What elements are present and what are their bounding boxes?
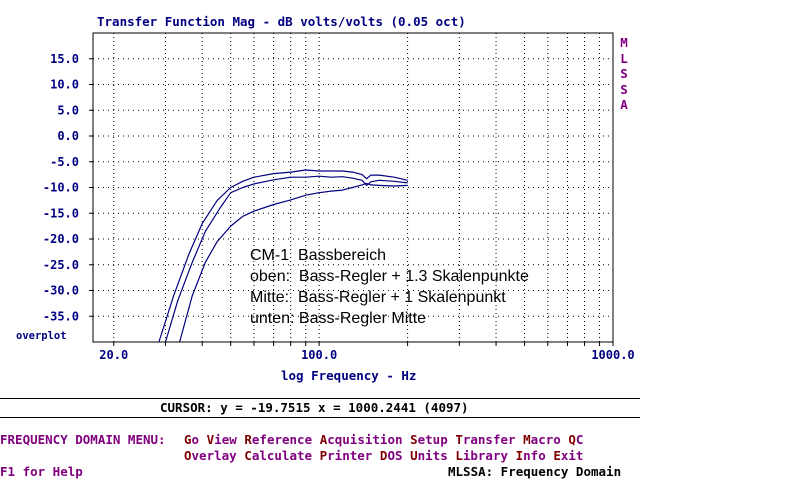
menu-hotkey: Q (568, 432, 576, 447)
logo-letter: S (620, 66, 628, 81)
menu-item-label: ibrary (462, 448, 509, 463)
menu-row-2: Overlay Calculate Printer DOS Units Library In… (184, 448, 591, 463)
menu-hotkey: C (244, 448, 252, 463)
menu-title: FREQUENCY DOMAIN MENU: (0, 432, 166, 447)
menu-hotkey: E (553, 448, 561, 463)
menu-item-qc[interactable]: QC (568, 432, 583, 447)
menu-hotkey: M (523, 432, 531, 447)
menu-hotkey: L (455, 448, 463, 463)
y-tick-label: 10.0 (50, 78, 79, 92)
x-tick-label: 20.0 (99, 348, 128, 362)
menu-item-transfer[interactable]: Transfer (455, 432, 515, 447)
annotation-line: unten: Bass-Regler Mitte (250, 310, 427, 327)
menu-item-view[interactable]: View (207, 432, 237, 447)
y-tick-label: 5.0 (57, 103, 79, 117)
menu-hotkey: S (410, 432, 418, 447)
menu-item-label: acro (530, 432, 561, 447)
menu-item-exit[interactable]: Exit (553, 448, 583, 463)
menu-hotkey: D (379, 448, 388, 463)
plot-frame (92, 32, 614, 343)
menu-item-label: ransfer (462, 432, 516, 447)
menu-hotkey: G (184, 432, 192, 447)
menu-item-library[interactable]: Library (455, 448, 508, 463)
x-tick-label: 100.0 (301, 348, 337, 362)
y-tick-label: -5.0 (50, 155, 79, 169)
annotation-line: Mitte: Bass-Regler + 1 Skalenpunkt (250, 289, 506, 306)
menu-hotkey: P (319, 448, 328, 463)
divider-bottom (0, 417, 640, 418)
menu-hotkey: A (319, 432, 328, 447)
y-tick-label: -30.0 (43, 284, 79, 298)
menu-item-label: cquisition (327, 432, 403, 447)
menu-hotkey: O (184, 448, 192, 463)
menu-item-label: alculate (251, 448, 313, 463)
menu-hotkey: I (515, 448, 524, 463)
menu-item-calculate[interactable]: Calculate (244, 448, 312, 463)
x-axis-label: log Frequency - Hz (281, 368, 417, 383)
menu-item-acquisition[interactable]: Acquisition (320, 432, 403, 447)
menu-item-label: verlay (191, 448, 237, 463)
series-line-3 (179, 182, 408, 343)
logo-letter: M (620, 35, 628, 50)
menu-item-reference[interactable]: Reference (244, 432, 312, 447)
y-tick-label: -25.0 (43, 258, 79, 272)
menu-item-label: iew (214, 432, 237, 447)
menu-hotkey: R (244, 432, 252, 447)
menu-item-units[interactable]: Units (410, 448, 448, 463)
menu-item-printer[interactable]: Printer (320, 448, 373, 463)
logo-letter: L (620, 50, 628, 66)
series-line-2 (164, 175, 408, 343)
series-lines (158, 169, 408, 343)
menu-item-label: o (191, 432, 200, 447)
menu-hotkey: U (410, 448, 418, 463)
y-tick-label: 15.0 (50, 52, 79, 66)
y-tick-label: -10.0 (43, 181, 79, 195)
menu-item-label: nits (417, 448, 448, 463)
logo-letter: A (620, 97, 628, 112)
menu-item-label: rinter (327, 448, 373, 463)
menu-hotkey: V (206, 432, 215, 447)
chart-title: Transfer Function Mag - dB volts/volts (… (97, 14, 466, 29)
menu-item-macro[interactable]: Macro (523, 432, 561, 447)
menu-item-setup[interactable]: Setup (410, 432, 448, 447)
annotation-text: CM-1 Bassbereich oben: Bass-Regler + 1.3 … (250, 245, 529, 329)
status-mode: MLSSA: Frequency Domain (448, 464, 622, 479)
logo-letter: S (620, 81, 628, 97)
annotation-line: CM-1 Bassbereich (250, 247, 387, 264)
y-tick-label: -20.0 (43, 232, 79, 246)
divider-top (0, 398, 640, 399)
annotation-line: oben: Bass-Regler + 1.3 Skalenpunkte (250, 268, 529, 285)
y-tick-label: -35.0 (43, 309, 79, 323)
menu-item-label: nfo (523, 448, 546, 463)
menu-item-go[interactable]: Go (184, 432, 199, 447)
y-tick-label: -15.0 (43, 206, 79, 220)
menu-item-dos[interactable]: DOS (380, 448, 403, 463)
cursor-readout: CURSOR: y = -19.7515 x = 1000.2441 (4097… (160, 400, 469, 415)
menu-item-info[interactable]: Info (516, 448, 546, 463)
y-tick-label: 0.0 (57, 129, 79, 143)
series-line-1 (158, 169, 408, 343)
overplot-label: overplot (16, 330, 67, 342)
menu-hotkey: T (455, 432, 463, 447)
menu-item-overlay[interactable]: Overlay (184, 448, 237, 463)
menu-item-label: xit (560, 448, 584, 463)
menu-item-label: eference (251, 432, 313, 447)
menu-item-label: etup (417, 432, 448, 447)
help-hint: F1 for Help (0, 464, 83, 479)
axis-ticks: 15.0 10.0 5.0 0.0 -5.0 -10.0 -15.0 -20.0 -25.0 -3… (43, 52, 635, 362)
x-tick-label: 1000.0 (591, 348, 634, 362)
transfer-function-plot[interactable]: 15.0 10.0 5.0 0.0 -5.0 -10.0 -15.0 -20.0 -25.0 -3… (0, 0, 792, 370)
menu-item-label: C (575, 432, 584, 447)
menu-item-label: OS (387, 448, 403, 463)
menu-row-1: Go View Reference Acquisition Setup Transfer M… (184, 432, 591, 447)
